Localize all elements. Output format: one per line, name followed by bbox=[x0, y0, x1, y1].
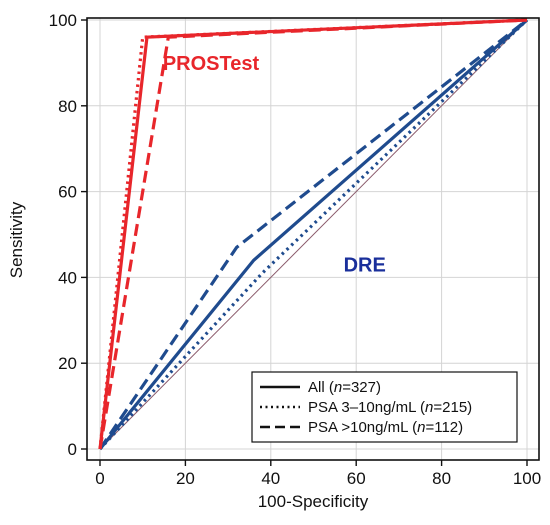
x-tick-label: 0 bbox=[95, 469, 104, 488]
axis-ticks: 0 20 40 60 80 100 0 20 40 60 80 100 bbox=[49, 11, 542, 488]
prostest-dashed-line bbox=[98, 18, 528, 450]
y-tick-label: 40 bbox=[58, 268, 77, 287]
dre-dotted-line bbox=[98, 18, 529, 451]
y-tick-label: 100 bbox=[49, 11, 77, 30]
y-axis-title: Sensitivity bbox=[7, 201, 26, 278]
x-tick-label: 80 bbox=[432, 469, 451, 488]
dre-dashed-line bbox=[98, 18, 528, 450]
prostest-label: PROSTest bbox=[163, 53, 260, 75]
legend-label-dashed: PSA >10ng/mL (n=112) bbox=[308, 419, 463, 436]
dre-solid-line bbox=[98, 18, 529, 451]
series-layer bbox=[98, 18, 529, 451]
x-tick-label: 40 bbox=[261, 469, 280, 488]
y-tick-label: 60 bbox=[58, 183, 77, 202]
legend-label-dotted: PSA 3–10ng/mL (n=215) bbox=[308, 399, 472, 416]
legend-label-solid: All (n=327) bbox=[308, 379, 381, 396]
x-tick-label: 20 bbox=[176, 469, 195, 488]
y-tick-label: 0 bbox=[68, 440, 77, 459]
legend: All (n=327) PSA 3–10ng/mL (n=215) PSA >10n… bbox=[251, 371, 518, 443]
reference-diagonal bbox=[99, 19, 528, 450]
plot-frame bbox=[86, 17, 540, 461]
dre-label: DRE bbox=[344, 255, 386, 277]
y-tick-label: 20 bbox=[58, 354, 77, 373]
y-tick-label: 80 bbox=[58, 97, 77, 116]
legend-box bbox=[251, 371, 518, 443]
x-tick-label: 100 bbox=[513, 469, 541, 488]
group-annotations: PROSTest DRE bbox=[163, 53, 386, 277]
grid-lines bbox=[87, 18, 539, 460]
x-axis-title: 100-Specificity bbox=[258, 492, 369, 511]
x-tick-label: 60 bbox=[347, 469, 366, 488]
